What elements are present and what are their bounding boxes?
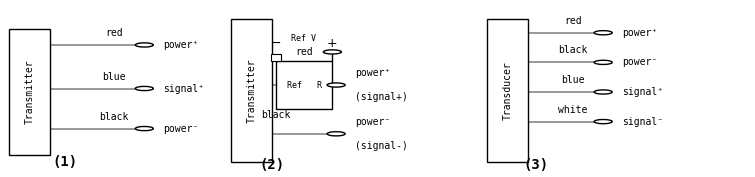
Circle shape [135, 43, 153, 47]
Text: (3): (3) [523, 158, 548, 172]
Text: Ref   R: Ref R [287, 81, 322, 90]
Text: black: black [100, 112, 129, 122]
Text: black: black [559, 45, 587, 55]
Text: power⁻: power⁻ [163, 124, 199, 134]
Text: red: red [106, 28, 123, 38]
Text: signal⁺: signal⁺ [622, 87, 663, 97]
Text: Ref V: Ref V [291, 34, 316, 43]
Text: red: red [564, 16, 582, 26]
Bar [9, 29, 51, 155]
Bar [276, 61, 332, 109]
Bar [271, 54, 281, 61]
Text: power⁺: power⁺ [163, 40, 199, 50]
Text: black: black [261, 110, 291, 120]
Circle shape [594, 119, 612, 124]
Text: power⁺: power⁺ [355, 68, 390, 78]
Circle shape [135, 86, 153, 91]
Text: (1): (1) [53, 155, 78, 169]
Bar [231, 19, 273, 162]
Text: (signal+): (signal+) [355, 92, 408, 102]
Circle shape [323, 50, 341, 54]
Text: signal⁺: signal⁺ [163, 84, 205, 93]
Text: (2): (2) [260, 158, 285, 172]
Text: power⁺: power⁺ [622, 28, 657, 38]
Text: −: − [271, 37, 281, 50]
Circle shape [594, 60, 612, 64]
Text: blue: blue [103, 72, 126, 82]
Text: power⁻: power⁻ [355, 117, 390, 127]
Text: Transmitter: Transmitter [246, 58, 257, 122]
Text: white: white [559, 105, 587, 115]
Text: red: red [295, 47, 313, 57]
Text: +: + [327, 37, 337, 50]
Text: Transducer: Transducer [502, 61, 512, 120]
Circle shape [135, 127, 153, 131]
Circle shape [327, 83, 345, 87]
Text: power⁻: power⁻ [622, 57, 657, 67]
Circle shape [594, 90, 612, 94]
Bar [486, 19, 528, 162]
Text: Transmitter: Transmitter [25, 60, 35, 124]
Text: blue: blue [561, 75, 585, 85]
Text: signal⁻: signal⁻ [622, 117, 663, 127]
Circle shape [594, 31, 612, 35]
Text: (signal-): (signal-) [355, 141, 408, 151]
Circle shape [327, 132, 345, 136]
